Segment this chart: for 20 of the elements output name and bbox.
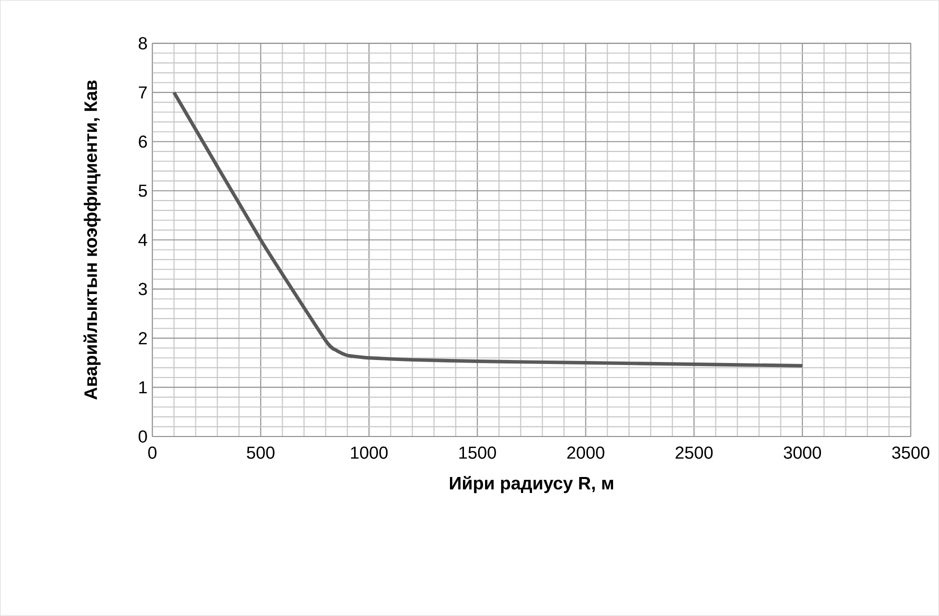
y-tick-label: 1 [139, 381, 147, 394]
x-tick-label: 3500 [892, 446, 930, 459]
y-tick-label: 2 [138, 332, 147, 344]
y-tick-label: 4 [138, 234, 148, 246]
line-series [172, 90, 804, 368]
y-tick-label: 5 [138, 184, 147, 197]
x-tick-label: 0 [148, 446, 156, 459]
x-tick-label: 3000 [784, 446, 821, 459]
x-tick-label: 1000 [351, 446, 388, 459]
x-tick-label: 2500 [676, 446, 713, 459]
x-tick-label: 1500 [459, 446, 496, 459]
y-tick-label: 3 [138, 282, 147, 296]
y-tick-label: 6 [138, 136, 147, 148]
x-tick-label: 500 [246, 446, 274, 459]
y-tick-label: 8 [138, 37, 147, 50]
x-axis-title: Ийри радиусу R, м [450, 476, 614, 494]
y-tick-label: 0 [138, 430, 147, 443]
x-tick-label: 2000 [567, 446, 604, 459]
y-axis-title: Аварийлыктын коэффициенти, Кав [83, 80, 101, 400]
y-tick-label: 7 [138, 86, 147, 98]
